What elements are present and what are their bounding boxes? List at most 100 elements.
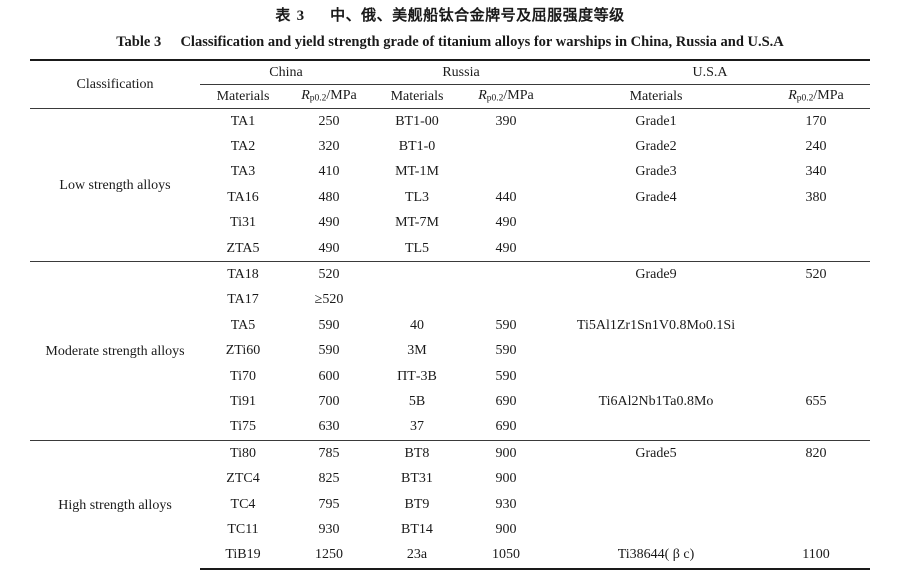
cell-russia-strength: 440 [495, 189, 517, 205]
cell-usa-strength [762, 492, 870, 517]
table-title-english-number: 3 [153, 34, 162, 50]
cell-usa-strength: 380 [805, 189, 827, 205]
cell-china-strength: 490 [318, 215, 340, 231]
cell-usa-material [550, 466, 762, 491]
table-title-english-text: Classification and yield strength grade … [180, 34, 784, 50]
cell-china-material: TA1 [200, 108, 286, 135]
cell-usa-material: Ti6Al2Nb1Ta0.8Mo [598, 393, 714, 409]
table-row: Moderate strength alloys TA18 520 Grade9 520 [30, 261, 870, 441]
table-row: ZTi60 590 3M 590 [30, 339, 870, 364]
cell-china-material: TC11 [227, 521, 259, 537]
cell-russia-strength [462, 288, 550, 313]
table-row: TA2 320 BT1-0 Grade2 240 [30, 134, 870, 159]
table-title-english-label: Table [116, 34, 151, 50]
cell-usa-strength [762, 313, 870, 338]
cell-china-material: ZTA5 [226, 240, 260, 256]
table-row: Ti75 630 37 690 [30, 415, 870, 441]
cell-russia-strength: 590 [495, 368, 517, 384]
cell-usa-material [550, 364, 762, 389]
section-label-1: Low strength alloys [30, 107, 200, 262]
cell-usa-strength: 340 [805, 164, 827, 180]
cell-china-material: ZTi60 [225, 343, 261, 359]
cell-russia-strength: 490 [495, 240, 517, 256]
cell-russia-material: MT-1M [395, 164, 439, 180]
cell-china-material: Ti70 [230, 368, 256, 384]
header-usa-materials: Materials [550, 84, 762, 109]
cell-usa-material [550, 288, 762, 313]
header-group-china: China [200, 59, 372, 85]
header-classification: Classification [30, 59, 200, 109]
cell-china-material: Ti31 [230, 215, 256, 231]
cell-china-strength: 600 [318, 368, 340, 384]
cell-usa-strength: 520 [762, 261, 870, 288]
header-russia-materials: Materials [372, 84, 462, 109]
table-title-chinese: 表 3 中、俄、美舰船钛合金牌号及屈服强度等级 [0, 0, 900, 26]
cell-russia-material: TL3 [404, 189, 430, 205]
cell-china-strength: 590 [318, 343, 340, 359]
cell-china-material: TC4 [230, 496, 256, 512]
titanium-alloy-table: Classification China Russia U.S.A Materi… [30, 59, 870, 570]
section-label-3: High strength alloys [30, 440, 200, 570]
cell-usa-strength [762, 288, 870, 313]
cell-russia-material: BT31 [401, 471, 433, 487]
cell-usa-material [550, 211, 762, 236]
table-body: Low strength alloys TA1 250 BT1-00 390 Grade1… [30, 107, 870, 570]
cell-china-strength: 785 [286, 440, 372, 467]
cell-usa-material [550, 339, 762, 364]
cell-china-strength: 700 [318, 393, 340, 409]
cell-russia-material: BT9 [404, 496, 430, 512]
table-row: Ti70 600 ПТ-3В 590 [30, 364, 870, 389]
cell-russia-strength: 930 [495, 496, 517, 512]
table-row: Ti31 490 MT-7M 490 [30, 211, 870, 236]
cell-russia-material: BT1-00 [372, 108, 462, 135]
cell-russia-material: 40 [410, 317, 424, 333]
cell-china-material: TA16 [227, 189, 259, 205]
cell-usa-strength [762, 466, 870, 491]
cell-usa-material: Grade3 [635, 164, 677, 180]
cell-usa-material: Grade4 [635, 189, 677, 205]
cell-usa-material: Ti38644( β c) [550, 542, 762, 570]
cell-russia-strength: 490 [495, 215, 517, 231]
cell-usa-strength [762, 364, 870, 389]
table-head: Classification China Russia U.S.A Materi… [30, 59, 870, 109]
cell-usa-strength: 240 [805, 139, 827, 155]
cell-china-strength: 825 [318, 471, 340, 487]
cell-usa-strength [762, 211, 870, 236]
cell-china-material: TA18 [200, 261, 286, 288]
cell-usa-material [550, 415, 762, 441]
header-russia-strength: Rp0.2/MPa [462, 84, 550, 109]
cell-russia-material: ПТ-3В [397, 368, 437, 384]
cell-russia-strength: 690 [495, 393, 517, 409]
cell-russia-material: 37 [410, 419, 424, 435]
table-title-english: Table 3 Classification and yield strengt… [0, 26, 900, 52]
cell-china-material: ZTC4 [226, 471, 260, 487]
cell-usa-material: Grade2 [635, 139, 677, 155]
cell-russia-strength: 390 [462, 108, 550, 135]
cell-russia-strength [462, 134, 550, 159]
cell-china-strength: 1250 [286, 542, 372, 570]
cell-russia-material [372, 261, 462, 288]
cell-china-strength: 630 [318, 419, 340, 435]
cell-russia-material: TL5 [404, 240, 430, 256]
cell-russia-material: 23a [372, 542, 462, 570]
cell-usa-material [550, 517, 762, 542]
table-row: TA16 480 TL3 440 Grade4 380 [30, 185, 870, 210]
table-title-chinese-text: 中、俄、美舰船钛合金牌号及屈服强度等级 [330, 6, 625, 24]
cell-russia-material: 5B [408, 393, 426, 409]
cell-china-material: TA3 [230, 164, 256, 180]
cell-usa-strength: 655 [805, 393, 827, 409]
table-row: High strength alloys Ti80 785 BT8 900 Grade5 8… [30, 440, 870, 570]
header-china-materials: Materials [200, 84, 286, 109]
cell-usa-material: Grade9 [550, 261, 762, 288]
cell-russia-strength: 900 [462, 440, 550, 467]
table-row: TA5 590 40 590 Ti5Al1Zr1Sn1V0.8Mo0.1Si [30, 313, 870, 338]
cell-china-material: TA17 [227, 292, 259, 308]
cell-russia-material: MT-7M [395, 215, 439, 231]
cell-usa-strength [762, 517, 870, 542]
table-row: TC4 795 BT9 930 [30, 492, 870, 517]
cell-china-strength: 590 [318, 317, 340, 333]
table-row: ZTA5 490 TL5 490 [30, 236, 870, 262]
cell-china-material: TA5 [230, 317, 256, 333]
header-china-strength: Rp0.2/MPa [286, 84, 372, 109]
